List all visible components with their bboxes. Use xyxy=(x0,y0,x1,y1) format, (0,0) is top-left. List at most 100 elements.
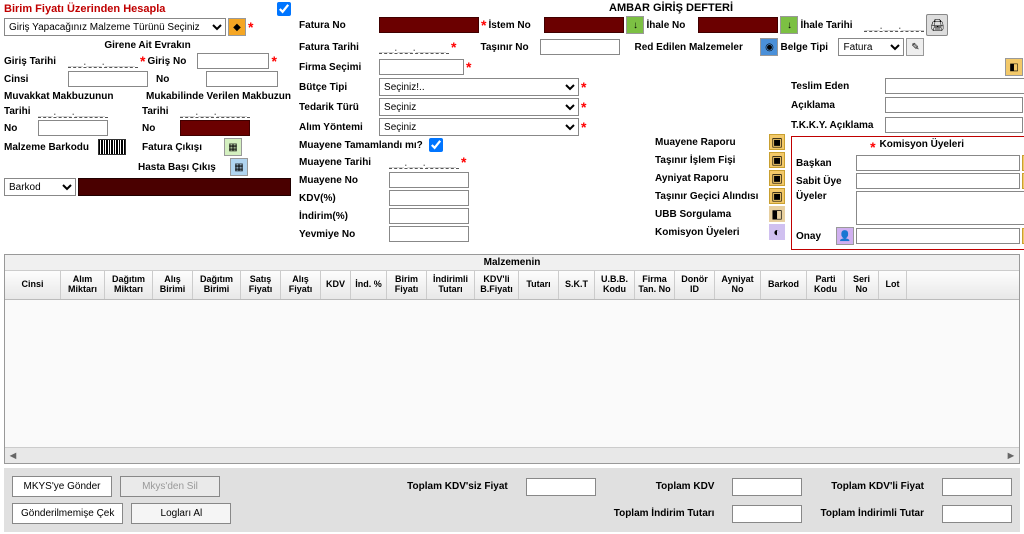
table-col-header[interactable]: Alış Birimi xyxy=(153,271,193,299)
scroll-right-icon[interactable]: ► xyxy=(1003,450,1019,462)
istem-no-label: İstem No xyxy=(488,20,542,31)
required-star: * xyxy=(248,19,253,35)
no-input-1[interactable] xyxy=(206,71,278,87)
table-col-header[interactable]: Seri No xyxy=(845,271,879,299)
yevmiye-no-input[interactable] xyxy=(389,226,469,242)
mkys-gonder-button[interactable]: MKYS'ye Gönder xyxy=(12,476,112,497)
uyeler-label: Üyeler xyxy=(796,191,854,202)
cinsi-label: Cinsi xyxy=(4,74,66,85)
firma-action1-icon[interactable]: ◧ xyxy=(1005,58,1023,76)
table-col-header[interactable]: Barkod xyxy=(761,271,807,299)
barkod-input[interactable] xyxy=(78,178,291,196)
table-col-header[interactable]: Lot xyxy=(879,271,907,299)
table-col-header[interactable]: Alım Miktarı xyxy=(61,271,105,299)
required-star: * xyxy=(581,79,586,95)
toplam-kdv-input[interactable] xyxy=(732,478,802,496)
kdv-pct-input[interactable] xyxy=(389,190,469,206)
aciklama-input[interactable] xyxy=(885,97,1023,113)
loglari-button[interactable]: Logları Al xyxy=(131,503,231,524)
table-col-header[interactable]: Cinsi xyxy=(5,271,61,299)
muayene-raporu-label: Muayene Raporu xyxy=(655,137,736,148)
table-col-header[interactable]: Donör ID xyxy=(675,271,715,299)
barkod-select[interactable]: Barkod xyxy=(4,178,76,196)
table-col-header[interactable]: Alış Fiyatı xyxy=(281,271,321,299)
required-star: * xyxy=(870,139,875,155)
belge-action-icon[interactable]: ✎ xyxy=(906,38,924,56)
table-col-header[interactable]: Firma Tan. No xyxy=(635,271,675,299)
tarihi-label-2: Tarihi xyxy=(142,106,178,117)
gonderilmemis-button[interactable]: Gönderilmemişe Çek xyxy=(12,503,123,524)
table-col-header[interactable]: Birim Fiyatı xyxy=(387,271,427,299)
firma-secimi-input[interactable] xyxy=(379,59,464,75)
istem-lookup-icon[interactable]: ↓ xyxy=(626,16,644,34)
fatura-no-input[interactable] xyxy=(379,17,479,33)
table-col-header[interactable]: Dağıtım Birimi xyxy=(193,271,241,299)
ubb-icon[interactable]: ◧ xyxy=(769,206,785,222)
giris-no-input[interactable] xyxy=(197,53,269,69)
onay-input[interactable] xyxy=(856,228,1020,244)
hasta-basi-label: Hasta Başı Çıkış xyxy=(138,162,228,173)
indirim-pct-input[interactable] xyxy=(389,208,469,224)
cube-icon[interactable]: ▣ xyxy=(769,188,785,204)
tarihi-input-2[interactable] xyxy=(180,104,250,118)
malzeme-turu-select[interactable]: Giriş Yapacağınız Malzeme Türünü Seçiniz xyxy=(4,18,226,36)
onay-person-icon[interactable]: 👤 xyxy=(836,227,854,245)
table-col-header[interactable]: İnd. % xyxy=(351,271,387,299)
birim-fiyat-checkbox[interactable] xyxy=(277,2,291,16)
table-col-header[interactable]: U.B.B. Kodu xyxy=(595,271,635,299)
tkky-input[interactable] xyxy=(885,117,1023,133)
table-col-header[interactable]: Satış Fiyatı xyxy=(241,271,281,299)
no-input-2[interactable] xyxy=(38,120,108,136)
required-star: * xyxy=(581,99,586,115)
giris-tarihi-input[interactable] xyxy=(68,54,138,68)
fatura-cikisi-icon[interactable]: ▦ xyxy=(224,138,242,156)
no-input-3[interactable] xyxy=(180,120,250,136)
muayene-tamam-checkbox[interactable] xyxy=(429,138,443,152)
ihale-no-input[interactable] xyxy=(698,17,778,33)
toplam-kdvsiz-input[interactable] xyxy=(526,478,596,496)
cinsi-input[interactable] xyxy=(68,71,148,87)
komisyon-icon[interactable]: ◐ xyxy=(769,224,785,240)
hasta-basi-icon[interactable]: ▦ xyxy=(230,158,248,176)
ubb-label: UBB Sorgulama xyxy=(655,209,731,220)
teslim-eden-input[interactable] xyxy=(885,78,1024,94)
istem-no-input[interactable] xyxy=(544,17,624,33)
tarihi-input-1[interactable] xyxy=(38,104,108,118)
footer: MKYS'ye Gönder Mkys'den Sil Gönderilmemi… xyxy=(4,468,1020,532)
tedarik-turu-select[interactable]: Seçiniz xyxy=(379,98,579,116)
ihale-lookup-icon[interactable]: ↓ xyxy=(780,16,798,34)
red-edilen-icon[interactable]: ◉ xyxy=(760,38,778,56)
table-col-header[interactable]: İndirimli Tutarı xyxy=(427,271,475,299)
print-icon[interactable]: 🖨 xyxy=(926,14,948,36)
muayene-no-input[interactable] xyxy=(389,172,469,188)
sabit-uye-input[interactable] xyxy=(856,173,1020,189)
table-col-header[interactable]: Dağıtım Miktarı xyxy=(105,271,153,299)
toplam-kdvli-input[interactable] xyxy=(942,478,1012,496)
table-col-header[interactable]: KDV'li B.Fiyatı xyxy=(475,271,519,299)
ihale-tarihi-input[interactable] xyxy=(864,18,924,32)
table-col-header[interactable]: KDV xyxy=(321,271,351,299)
horizontal-scrollbar[interactable]: ◄ ► xyxy=(5,447,1019,463)
muayene-tarihi-input[interactable] xyxy=(389,155,459,169)
uyeler-textarea[interactable] xyxy=(856,191,1024,225)
giris-tarihi-label: Giriş Tarihi xyxy=(4,56,66,67)
cube-icon[interactable]: ▣ xyxy=(769,170,785,186)
table-col-header[interactable]: Parti Kodu xyxy=(807,271,845,299)
muayene-tamam-label: Muayene Tamamlandı mı? xyxy=(299,140,427,151)
cube-icon[interactable]: ▣ xyxy=(769,134,785,150)
belge-tipi-select[interactable]: Fatura xyxy=(838,38,904,56)
fatura-tarihi-input[interactable] xyxy=(379,40,449,54)
toplam-indirim-input[interactable] xyxy=(732,505,802,523)
cube-icon[interactable]: ▣ xyxy=(769,152,785,168)
table-col-header[interactable]: Ayniyat No xyxy=(715,271,761,299)
malzeme-turu-action-icon[interactable]: ◆ xyxy=(228,18,246,36)
butce-tipi-select[interactable]: Seçiniz!.. xyxy=(379,78,579,96)
scroll-left-icon[interactable]: ◄ xyxy=(5,450,21,462)
butce-tipi-label: Bütçe Tipi xyxy=(299,82,377,93)
table-col-header[interactable]: Tutarı xyxy=(519,271,559,299)
table-col-header[interactable]: S.K.T xyxy=(559,271,595,299)
toplam-indirimli-input[interactable] xyxy=(942,505,1012,523)
tasinir-no-input[interactable] xyxy=(540,39,620,55)
alim-yontemi-select[interactable]: Seçiniz xyxy=(379,118,579,136)
baskan-input[interactable] xyxy=(856,155,1020,171)
